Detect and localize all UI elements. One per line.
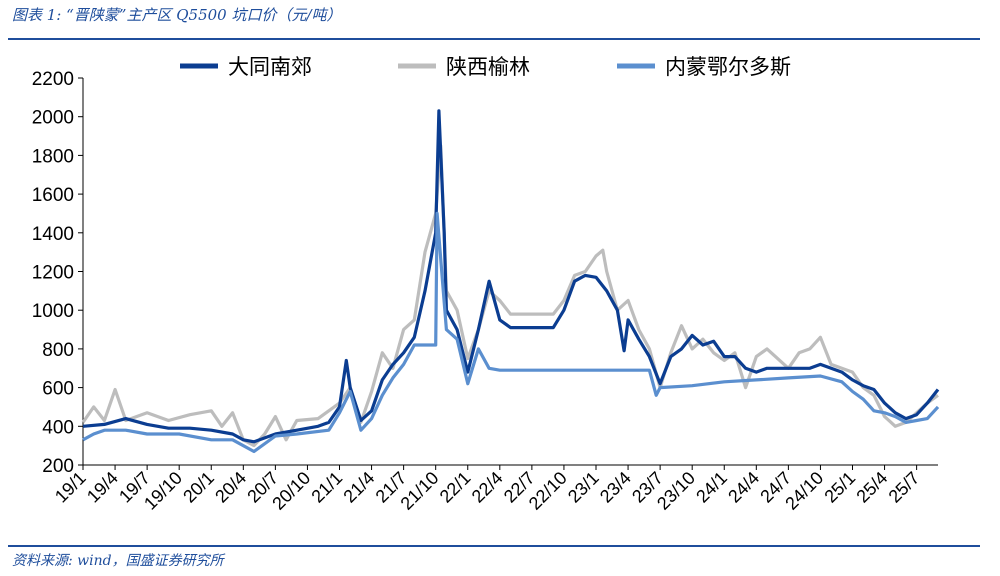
legend-label-datong: 大同南郊 [228,55,312,79]
y-tick-label: 2200 [32,69,74,90]
x-tick-label: 23/10 [653,468,699,514]
bottom-rule [8,545,980,547]
x-tick-label: 19/4 [83,468,122,507]
x-tick-label: 25/4 [852,468,891,507]
series-line-datong [82,109,940,444]
y-tick-label: 200 [42,456,74,477]
x-tick-label: 19/10 [140,468,186,514]
y-tick-label: 2000 [32,108,74,129]
x-tick-label: 20/1 [179,468,218,507]
y-tick-label: 1400 [32,224,74,245]
y-tick-label: 400 [42,417,74,438]
y-tick-label: 1200 [32,263,74,284]
x-tick-label: 22/10 [525,468,571,514]
x-tick-label: 24/4 [724,468,763,507]
x-tick-label: 21/1 [307,468,346,507]
source-note: 资料来源: wind，国盛证券研究所 [12,553,224,569]
legend-label-yulin: 陕西榆林 [446,55,530,79]
x-tick-label: 25/7 [885,468,924,507]
y-tick-label: 1600 [32,185,74,206]
x-tick-label: 24/10 [781,468,827,514]
legend: 大同南郊 陕西榆林 内蒙鄂尔多斯 [180,55,791,79]
x-tick-label: 23/4 [596,468,635,507]
x-tick-label: 21/10 [397,468,443,514]
x-tick-label: 22/1 [436,468,475,507]
x-tick-label: 22/4 [468,468,507,507]
x-tick-label: 24/1 [692,468,731,507]
series-line-ordos [82,211,940,454]
x-tick-label: 25/1 [820,468,859,507]
legend-label-ordos: 内蒙鄂尔多斯 [665,55,791,79]
series-lines [81,109,940,454]
y-tick-label: 1000 [32,301,74,322]
top-rule [8,38,980,40]
y-tick-label: 800 [42,340,74,361]
series-line-yulin [81,144,939,448]
x-tick-label: 20/10 [268,468,314,514]
x-tick-label: 23/1 [564,468,603,507]
chart-title: 图表 1: “晋陕蒙”主产区 Q5500 坑口价（元/吨） [12,6,342,24]
x-tick-label: 21/4 [339,468,378,507]
y-tick-label: 600 [42,379,74,400]
axes: 200 400 600 800 1000 1200 1400 1600 1800 2000 2200… [32,69,938,514]
x-tick-label: 20/4 [211,468,250,507]
y-tick-label: 1800 [32,146,74,167]
